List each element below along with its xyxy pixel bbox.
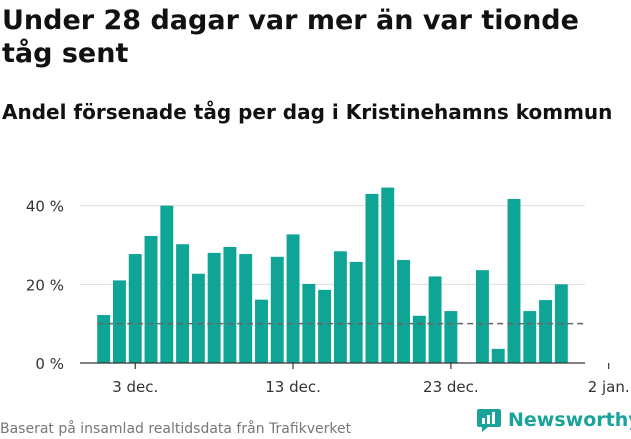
newsworthy-logo: Newsworthy [476, 407, 631, 433]
bar: 27 dec. [507, 198, 521, 363]
y-tick-label: 20 % [26, 276, 64, 294]
bar: 9 dec. [223, 246, 237, 363]
bar: 21 dec. [412, 315, 426, 363]
bar: 20 dec. [397, 259, 410, 363]
x-tick-label: 2 jan. [588, 378, 630, 396]
bar: 16 dec. [333, 251, 347, 363]
bar: 29 dec. [539, 300, 553, 363]
bar: 4 dec. [144, 235, 158, 363]
chart-subtitle: Andel försenade tåg per dag i Kristineha… [2, 100, 613, 124]
bar: 15 dec. [318, 289, 332, 363]
bar: 28 dec. [523, 311, 537, 363]
x-tick-label: 13 dec. [265, 378, 321, 396]
bar: 19 dec. [381, 187, 395, 363]
bar: 17 dec. [349, 261, 363, 363]
bar: 8 dec. [207, 252, 221, 363]
bar: 18 dec. [365, 193, 379, 363]
bar: 3 dec. [128, 254, 142, 363]
source-note: Baserat på insamlad realtidsdata från Tr… [0, 421, 352, 437]
chart-title: Under 28 dagar var mer än var tionde tåg… [2, 5, 579, 69]
bar: 23 dec. [444, 311, 458, 363]
bar: 13 dec. [286, 234, 300, 363]
bar: 11 dec. [255, 299, 268, 363]
bar: 2 dec. [112, 280, 126, 363]
x-tick-label: 3 dec. [112, 378, 158, 396]
x-tick-label: 23 dec. [423, 378, 479, 396]
bar: 10 dec. [239, 254, 253, 363]
bar: 1 dec. [97, 315, 111, 363]
bar: 25 dec. [475, 270, 489, 363]
bar: 22 dec. [428, 276, 442, 363]
y-tick-label: 40 % [26, 198, 64, 216]
bar: 12 dec. [270, 256, 284, 363]
bar: 7 dec. [191, 273, 205, 363]
brand-name: Newsworthy [508, 409, 631, 431]
y-tick-label: 0 % [35, 355, 64, 373]
bar: 26 dec. [491, 348, 505, 363]
newsworthy-icon [477, 409, 501, 432]
bar: 5 dec. [160, 205, 174, 363]
bar: 6 dec. [176, 244, 190, 363]
